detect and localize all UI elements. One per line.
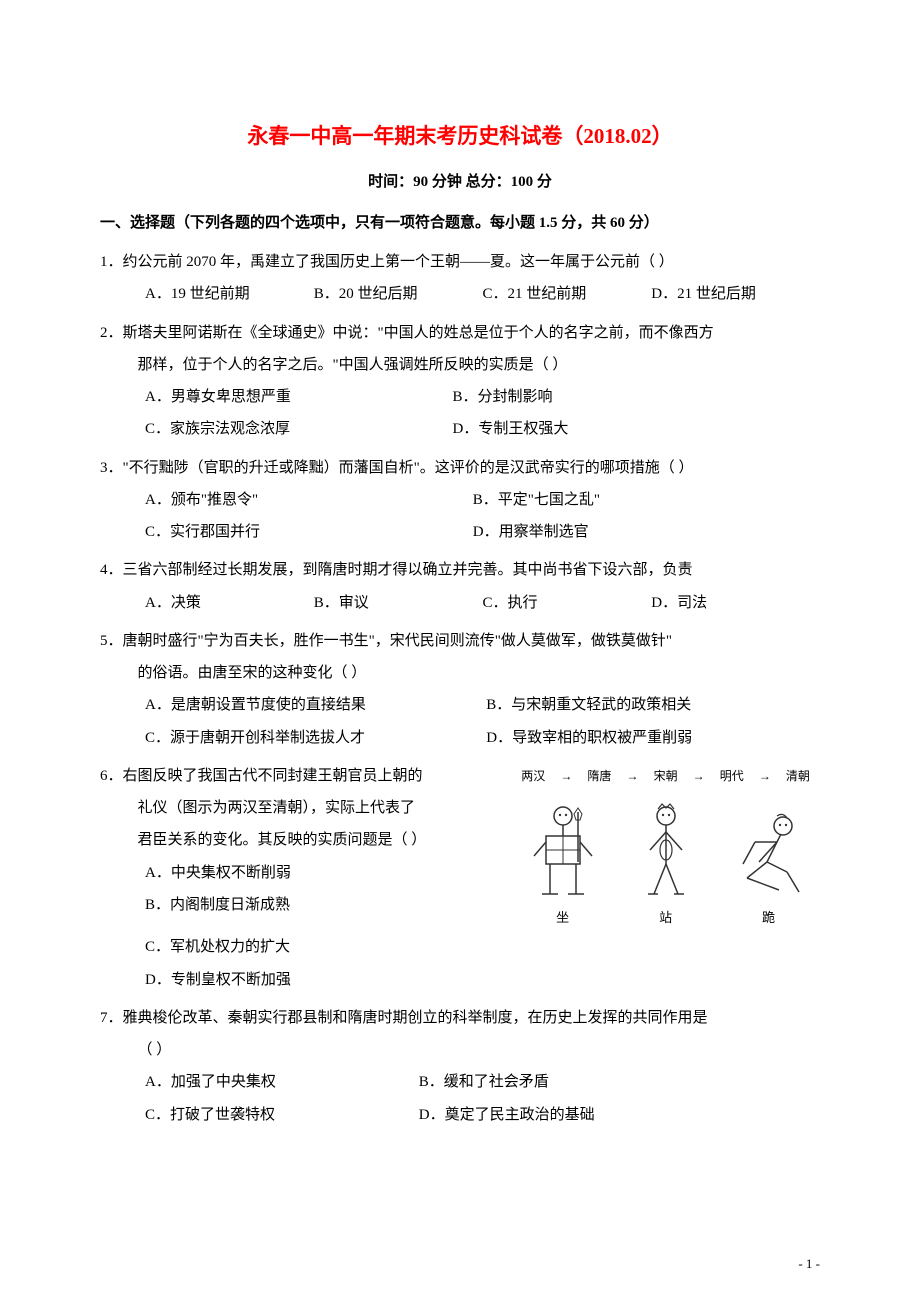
- q2-options-row2: C．家族宗法观念浓厚 D．专制王权强大: [100, 413, 820, 445]
- question-2: 2．斯塔夫里阿诺斯在《全球通史》中说："中国人的姓总是位于个人的名字之前，而不像…: [100, 317, 820, 446]
- q1-option-a: A．19 世纪前期: [145, 278, 314, 310]
- q7-option-b: B．缓和了社会矛盾: [419, 1074, 549, 1090]
- q3-option-b: B．平定"七国之乱": [473, 492, 600, 508]
- q6-line2: 礼仪（图示为两汉至清朝），实际上代表了: [100, 792, 503, 824]
- question-7: 7．雅典梭伦改革、秦朝实行郡县制和隋唐时期创立的科举制度，在历史上发挥的共同作用…: [100, 1002, 820, 1131]
- dynasty-3: 明代: [710, 764, 754, 790]
- dynasty-labels: 两汉 → 隋唐 → 宋朝 → 明代 → 清朝: [511, 764, 820, 790]
- q4-option-d: D．司法: [651, 587, 820, 619]
- q5-option-b: B．与宋朝重文轻武的政策相关: [486, 697, 691, 713]
- q6-option-c: C．军机处权力的扩大: [100, 931, 820, 963]
- exam-page: 永春一中高一年期末考历史科试卷（2018.02） 时间：90 分钟 总分：100…: [0, 0, 920, 1302]
- dynasty-2: 宋朝: [644, 764, 688, 790]
- q4-option-a: A．决策: [145, 587, 314, 619]
- q5-line1: 5．唐朝时盛行"宁为百夫长，胜作一书生"，宋代民间则流传"做人莫做军，做铁莫做针…: [100, 625, 820, 657]
- q1-text: 1．约公元前 2070 年，禹建立了我国历史上第一个王朝——夏。这一年属于公元前…: [100, 246, 820, 278]
- q7-option-a: A．加强了中央集权: [145, 1066, 415, 1098]
- q1-option-b: B．20 世纪后期: [314, 278, 483, 310]
- q1-option-d: D．21 世纪后期: [651, 278, 820, 310]
- q5-options-row2: C．源于唐朝开创科举制选拔人才 D．导致宰相的职权被严重削弱: [100, 722, 820, 754]
- q5-line2: 的俗语。由唐至宋的这种变化（ ）: [100, 657, 820, 689]
- q3-option-d: D．用察举制选官: [473, 524, 589, 540]
- q7-option-d: D．奠定了民主政治的基础: [419, 1107, 595, 1123]
- q3-option-c: C．实行郡国并行: [145, 516, 469, 548]
- q5-option-c: C．源于唐朝开创科举制选拔人才: [145, 722, 483, 754]
- question-5: 5．唐朝时盛行"宁为百夫长，胜作一书生"，宋代民间则流传"做人莫做军，做铁莫做针…: [100, 625, 820, 754]
- q5-option-d: D．导致宰相的职权被严重削弱: [486, 730, 692, 746]
- q6-line1: 6．右图反映了我国古代不同封建王朝官员上朝的: [100, 760, 503, 792]
- q2-line2: 那样，位于个人的名字之后。"中国人强调姓所反映的实质是（ ）: [100, 349, 820, 381]
- q3-options-row2: C．实行郡国并行 D．用察举制选官: [100, 516, 820, 548]
- posture-captions: 坐 站 跪: [511, 904, 820, 932]
- q6-line3: 君臣关系的变化。其反映的实质问题是（ ）: [100, 824, 503, 856]
- q2-option-d: D．专制王权强大: [453, 421, 569, 437]
- question-3: 3．"不行黜陟（官职的升迁或降黜）而藩国自析"。这评价的是汉武帝实行的哪项措施（…: [100, 452, 820, 549]
- q1-option-c: C．21 世纪前期: [483, 278, 652, 310]
- q5-option-a: A．是唐朝设置节度使的直接结果: [145, 689, 483, 721]
- q4-option-c: C．执行: [483, 587, 652, 619]
- exam-subtitle: 时间：90 分钟 总分：100 分: [100, 170, 820, 191]
- figure-standing: [614, 802, 717, 902]
- dynasty-0: 两汉: [511, 764, 555, 790]
- q3-text: 3．"不行黜陟（官职的升迁或降黜）而藩国自析"。这评价的是汉武帝实行的哪项措施（…: [100, 452, 820, 484]
- q6-option-b: B．内阁制度日渐成熟: [100, 889, 503, 921]
- q2-options-row1: A．男尊女卑思想严重 B．分封制影响: [100, 381, 820, 413]
- section-1-heading: 一、选择题（下列各题的四个选项中，只有一项符合题意。每小题 1.5 分，共 60…: [100, 211, 820, 232]
- question-6: 6．右图反映了我国古代不同封建王朝官员上朝的 礼仪（图示为两汉至清朝），实际上代…: [100, 760, 820, 996]
- q7-option-c: C．打破了世袭特权: [145, 1099, 415, 1131]
- q4-options: A．决策 B．审议 C．执行 D．司法: [100, 587, 820, 619]
- q3-options-row1: A．颁布"推恩令" B．平定"七国之乱": [100, 484, 820, 516]
- posture-0: 坐: [511, 904, 614, 932]
- posture-1: 站: [614, 904, 717, 932]
- q6-option-d: D．专制皇权不断加强: [100, 964, 820, 996]
- exam-title: 永春一中高一年期末考历史科试卷（2018.02）: [100, 120, 820, 150]
- q7-line1: 7．雅典梭伦改革、秦朝实行郡县制和隋唐时期创立的科举制度，在历史上发挥的共同作用…: [100, 1002, 820, 1034]
- q1-options: A．19 世纪前期 B．20 世纪后期 C．21 世纪前期 D．21 世纪后期: [100, 278, 820, 310]
- q3-option-a: A．颁布"推恩令": [145, 484, 469, 516]
- dynasty-1: 隋唐: [577, 764, 621, 790]
- q2-option-b: B．分封制影响: [453, 389, 553, 405]
- q7-options-row2: C．打破了世袭特权 D．奠定了民主政治的基础: [100, 1099, 820, 1131]
- question-4: 4．三省六部制经过长期发展，到隋唐时期才得以确立并完善。其中尚书省下设六部，负责…: [100, 554, 820, 619]
- q7-line2: （ ）: [100, 1034, 820, 1066]
- q6-option-a: A．中央集权不断削弱: [100, 857, 503, 889]
- figure-kneeling: [717, 812, 820, 902]
- q6-diagram: 两汉 → 隋唐 → 宋朝 → 明代 → 清朝: [503, 760, 820, 932]
- q2-option-a: A．男尊女卑思想严重: [145, 381, 449, 413]
- dynasty-4: 清朝: [776, 764, 820, 790]
- question-1: 1．约公元前 2070 年，禹建立了我国历史上第一个王朝——夏。这一年属于公元前…: [100, 246, 820, 311]
- page-number: - 1 -: [798, 1256, 820, 1272]
- q2-line1: 2．斯塔夫里阿诺斯在《全球通史》中说："中国人的姓总是位于个人的名字之前，而不像…: [100, 317, 820, 349]
- q4-option-b: B．审议: [314, 587, 483, 619]
- q5-options-row1: A．是唐朝设置节度使的直接结果 B．与宋朝重文轻武的政策相关: [100, 689, 820, 721]
- q2-option-c: C．家族宗法观念浓厚: [145, 413, 449, 445]
- q7-options-row1: A．加强了中央集权 B．缓和了社会矛盾: [100, 1066, 820, 1098]
- q4-text: 4．三省六部制经过长期发展，到隋唐时期才得以确立并完善。其中尚书省下设六部，负责: [100, 554, 820, 586]
- posture-2: 跪: [717, 904, 820, 932]
- figure-sitting: [511, 802, 614, 902]
